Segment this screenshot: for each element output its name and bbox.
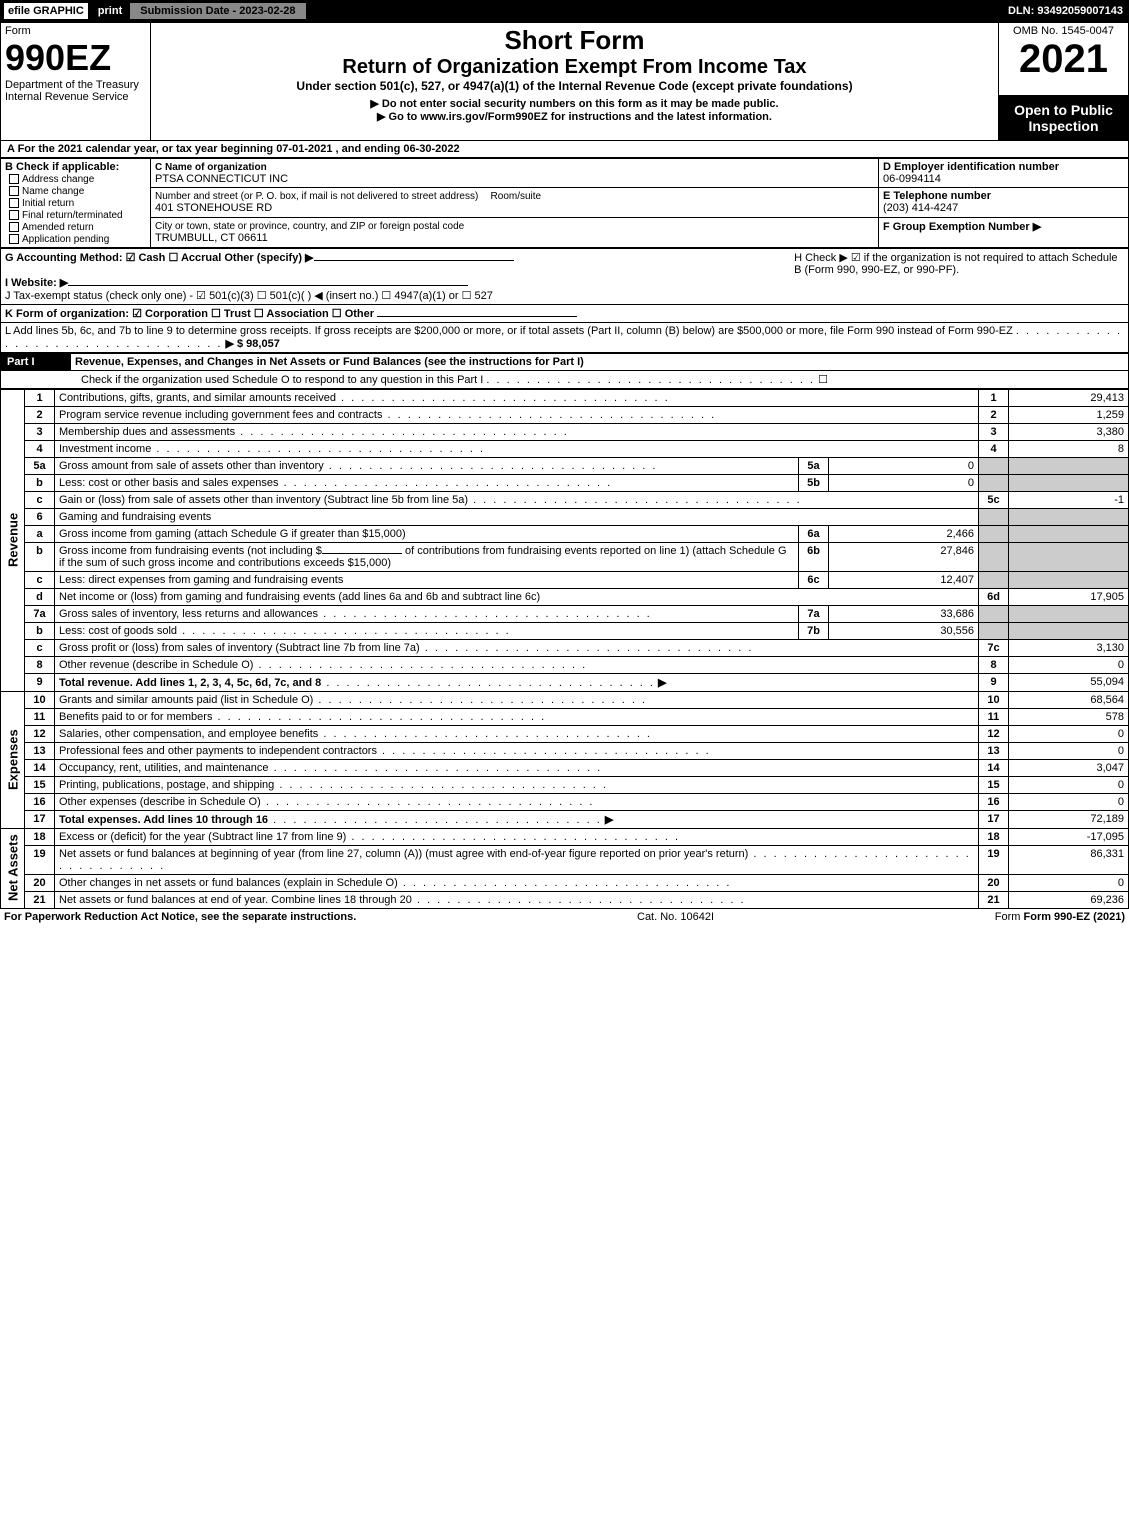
- print-link[interactable]: print: [92, 3, 128, 19]
- part1-checkval[interactable]: ☐: [818, 374, 828, 386]
- footer-left: For Paperwork Reduction Act Notice, see …: [4, 911, 356, 923]
- revenue-sidelabel: Revenue: [1, 389, 25, 691]
- b-opt-initial: Initial return: [5, 197, 78, 210]
- omb-number: OMB No. 1545-0047: [1003, 25, 1124, 37]
- ein-value: 06-0994114: [883, 173, 941, 185]
- j-line: J Tax-exempt status (check only one) - ☑…: [5, 290, 493, 302]
- b-opt-final: Final return/terminated: [5, 209, 127, 222]
- b-opt-pending: Application pending: [5, 233, 113, 246]
- b-opt-name: Name change: [5, 185, 88, 198]
- part1-header: Part I Revenue, Expenses, and Changes in…: [0, 353, 1129, 389]
- row-1-text: Contributions, gifts, grants, and simila…: [59, 392, 336, 404]
- part1-checkline: Check if the organization used Schedule …: [81, 374, 483, 386]
- efile-label: efile GRAPHIC: [4, 3, 88, 19]
- dln-label: DLN: 93492059007143: [1008, 5, 1129, 17]
- open-to-public: Open to Public Inspection: [999, 95, 1129, 140]
- row-1-box: 1: [979, 389, 1009, 406]
- form-label: Form: [5, 25, 31, 37]
- goto-link[interactable]: ▶ Go to www.irs.gov/Form990EZ for instru…: [155, 110, 994, 123]
- short-form-title: Short Form: [155, 25, 994, 56]
- f-label: F Group Exemption Number ▶: [883, 221, 1041, 233]
- phone-value: (203) 414-4247: [883, 202, 958, 214]
- g-line: G Accounting Method: ☑ Cash ☐ Accrual Ot…: [5, 252, 314, 264]
- ghijk-table: G Accounting Method: ☑ Cash ☐ Accrual Ot…: [0, 248, 1129, 353]
- part1-label: Part I: [1, 353, 71, 370]
- section-a: A For the 2021 calendar year, or tax yea…: [0, 141, 1129, 158]
- netassets-sidelabel: Net Assets: [1, 828, 25, 908]
- irs-label: Internal Revenue Service: [5, 91, 129, 103]
- d-label: D Employer identification number: [883, 161, 1059, 173]
- page-footer: For Paperwork Reduction Act Notice, see …: [0, 909, 1129, 925]
- under-section: Under section 501(c), 527, or 4947(a)(1)…: [155, 79, 994, 93]
- submission-date: Submission Date - 2023-02-28: [128, 1, 307, 21]
- h-line: H Check ▶ ☑ if the organization is not r…: [794, 252, 1117, 276]
- org-name: PTSA CONNECTICUT INC: [155, 173, 288, 185]
- l-value: ▶ $ 98,057: [225, 338, 279, 350]
- part1-heading: Revenue, Expenses, and Changes in Net As…: [71, 353, 1129, 370]
- city-label: City or town, state or province, country…: [155, 221, 464, 232]
- footer-mid: Cat. No. 10642I: [637, 911, 714, 923]
- e-label: E Telephone number: [883, 190, 991, 202]
- l-line: L Add lines 5b, 6c, and 7b to line 9 to …: [5, 325, 1013, 337]
- identity-table: B Check if applicable: Address change Na…: [0, 158, 1129, 248]
- dept-treasury: Department of the Treasury: [5, 79, 139, 91]
- street-value: 401 STONEHOUSE RD: [155, 202, 272, 214]
- header-table: Form 990EZ Department of the Treasury In…: [0, 22, 1129, 141]
- top-bar: efile GRAPHIC print Submission Date - 20…: [0, 0, 1129, 22]
- tax-year: 2021: [1003, 37, 1124, 82]
- street-label: Number and street (or P. O. box, if mail…: [155, 191, 478, 202]
- city-value: TRUMBULL, CT 06611: [155, 232, 268, 244]
- footer-right: Form Form 990-EZ (2021): [995, 911, 1125, 923]
- i-line: I Website: ▶: [5, 277, 68, 289]
- room-label: Room/suite: [491, 191, 542, 202]
- data-grid: Revenue 1 Contributions, gifts, grants, …: [0, 389, 1129, 909]
- k-line: K Form of organization: ☑ Corporation ☐ …: [5, 308, 374, 320]
- b-label: B Check if applicable:: [5, 161, 119, 173]
- form-number: 990EZ: [5, 37, 111, 78]
- row-1-num: 1: [25, 389, 55, 406]
- expenses-sidelabel: Expenses: [1, 691, 25, 828]
- row-1-val: 29,413: [1009, 389, 1129, 406]
- main-title: Return of Organization Exempt From Incom…: [155, 56, 994, 79]
- b-opt-address: Address change: [5, 173, 98, 186]
- c-name-label: C Name of organization: [155, 162, 267, 173]
- ssn-warning: ▶ Do not enter social security numbers o…: [155, 97, 994, 110]
- b-opt-amended: Amended return: [5, 221, 98, 234]
